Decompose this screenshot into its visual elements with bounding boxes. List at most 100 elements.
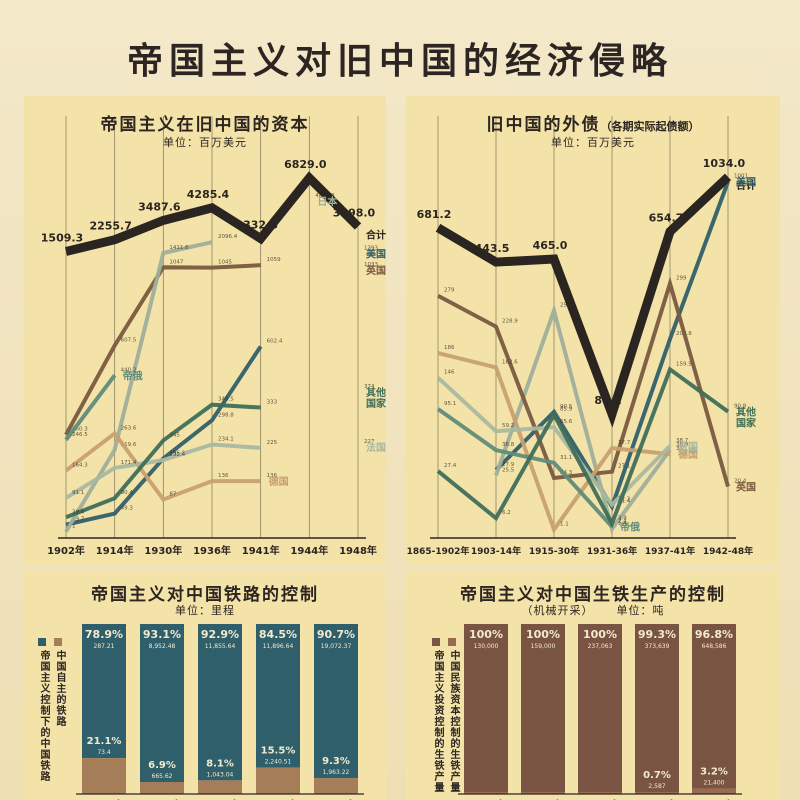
- railway-bar-minor-value: 2,240.51: [265, 759, 292, 766]
- railway-bar-minor: [314, 778, 358, 794]
- debt-x-tick-label: 1942-48年: [703, 545, 753, 557]
- railway-bar-major-pct: 92.9%: [201, 628, 239, 641]
- capital-legend-uk: 英国: [365, 264, 386, 277]
- debt-legend-others: 其他: [736, 406, 756, 419]
- pigiron-x-tick-label: 1920年: [634, 798, 679, 800]
- capital-series-japan-line: [64, 240, 213, 533]
- pigiron-x-tick-label: 1914年: [463, 798, 508, 800]
- pigiron-x-tick-label: 1918年: [520, 798, 565, 800]
- debt-total-value-label: 654.7: [649, 212, 684, 225]
- railway-bar-major-value: 19,072.37: [321, 643, 352, 650]
- debt-series-uk-line: [437, 276, 730, 488]
- railway-x-tick-label: 1894年: [81, 798, 126, 800]
- railway-chart-unit: 单位：里程: [175, 604, 235, 617]
- debt-series-others-value-label: 85.9: [560, 407, 573, 413]
- debt-series-russia-value-label: 95.1: [444, 401, 456, 407]
- debt-series-japan-value-label: 255: [560, 303, 571, 309]
- railway-bar-major-pct: 93.1%: [143, 628, 181, 641]
- capital-line-chart: 1902年 1914年 1930年 1936年 1941年 1944年 1948年 19.7 4…: [41, 116, 386, 557]
- capital-x-tick-label: 1936年: [193, 544, 231, 557]
- debt-legend-france: 法国: [678, 440, 698, 453]
- railway-bar-major-value: 11,855.64: [205, 643, 236, 650]
- railway-bar-minor: [140, 782, 184, 794]
- debt-series-others-value-label: 159.5: [676, 361, 692, 367]
- pigiron-bar-major-pct: 96.8%: [695, 628, 733, 641]
- railway-x-tick-label: 1927年: [197, 798, 242, 800]
- debt-series-germany-value-label: 186: [444, 345, 455, 351]
- pigiron-bar-major-pct: 100%: [583, 628, 617, 641]
- railway-chart-panel: 帝国主义对中国铁路的控制 单位：里程 帝国主义控制下的中国铁路 中国自主的铁路 …: [24, 572, 386, 800]
- capital-series-japan-value-label: 2096.4: [218, 234, 238, 240]
- debt-series-germany-value-label: 35: [676, 446, 683, 452]
- railway-bar-minor-value: 1,963.22: [323, 769, 350, 776]
- pigiron-legend-key-chinese: [448, 638, 456, 646]
- railway-bar-minor-pct: 6.9%: [148, 760, 176, 771]
- capital-series-russia-line: [64, 374, 117, 442]
- capital-series-germany-value-label: 164.3: [72, 463, 88, 469]
- capital-total-value-label: 6829.0: [284, 158, 327, 171]
- railway-bar-minor: [82, 758, 126, 794]
- capital-total-value-label: 1509.3: [41, 231, 83, 244]
- pigiron-bar-major-value: 130,000: [474, 643, 499, 650]
- debt-series-russia-value-label: 31.1: [560, 455, 572, 461]
- debt-series-france-value-label: 146: [444, 370, 455, 376]
- debt-series-uk-value-label: 299: [676, 275, 687, 281]
- debt-series-uk-value-label: 20.4: [734, 479, 747, 485]
- railway-x-tick-label: 1931年: [255, 798, 300, 800]
- railway-bar-major: [198, 624, 242, 781]
- capital-chart-panel: 帝国主义在旧中国的资本 单位：百万美元 1902年 1914年 1930年 1936年…: [24, 96, 386, 566]
- pigiron-bar-major-value: 373,639: [645, 643, 670, 650]
- railway-bar-major: [314, 624, 358, 779]
- debt-legend-germany: 德国: [677, 448, 698, 461]
- railway-bar-major: [82, 624, 126, 759]
- capital-series-uk-value-label: 1059: [267, 257, 281, 263]
- railway-bar-minor-pct: 15.5%: [261, 746, 296, 757]
- capital-series-usa-value-label: 1393: [364, 245, 378, 251]
- railway-legend-key-foreign: [38, 638, 46, 646]
- debt-series-total-line: [435, 173, 732, 428]
- debt-series-uk-value-label: 279: [444, 288, 455, 294]
- debt-chart-panel: 旧中国的外债（各期实际起债额） 单位：百万美元 1865-1902年 1903-1…: [406, 96, 780, 566]
- pigiron-bar-minor-value: 21,400: [704, 780, 725, 787]
- debt-series-germany-value-label: 162.6: [502, 359, 518, 365]
- debt-chart-title-main: 旧中国的外债: [486, 115, 601, 135]
- pigiron-x-tick-label: 1919年: [577, 798, 622, 800]
- capital-series-usa-value-label: 19.7: [72, 517, 85, 523]
- railway-legend-foreign: 帝国主义控制下的中国铁路: [38, 650, 49, 782]
- capital-series-uk-value-label: 260.3: [72, 427, 88, 433]
- capital-x-tick-label: 1944年: [290, 544, 328, 557]
- capital-series-usa-value-label: 49.3: [121, 506, 134, 512]
- debt-series-japan-value-label: 36.9: [676, 442, 689, 448]
- pigiron-bar-minor-pct: 3.2%: [700, 767, 728, 778]
- pigiron-bar-major-pct: 99.3%: [638, 628, 676, 641]
- debt-series-russia-line: [436, 407, 614, 529]
- debt-series-russia-value-label: 36.8: [502, 442, 515, 448]
- pigiron-bar-minor: [578, 792, 622, 794]
- capital-chart-title: 帝国主义在旧中国的资本: [100, 115, 310, 135]
- debt-x-tick-label: 1865-1902年: [407, 545, 470, 557]
- railway-bar-minor-value: 73.4: [97, 749, 111, 756]
- pigiron-bar-minor: [464, 792, 508, 794]
- capital-series-uk-value-label: 1045: [218, 260, 232, 266]
- capital-series-france-value-label: 91.1: [72, 490, 84, 496]
- capital-series-japan-value-label: 1411.6: [169, 245, 189, 251]
- pigiron-legend-chinese: 中国民族资本控制的生铁产量: [448, 650, 459, 793]
- railway-bar-major-pct: 84.5%: [259, 628, 297, 641]
- capital-total-value-label: 2332.8: [235, 219, 277, 232]
- debt-total-value-label: 1034.0: [703, 157, 746, 170]
- debt-series-uk-value-label: 27.1: [618, 464, 630, 470]
- pigiron-bar-major-value: 648,586: [702, 643, 727, 650]
- debt-series-others-value-label: 90.9: [734, 404, 747, 410]
- debt-total-value-label: 465.0: [533, 239, 568, 252]
- capital-series-uk-value-label: 1033: [364, 262, 378, 268]
- pigiron-chart-panel: 帝国主义对中国生铁生产的控制 （机械开采） 单位：吨 帝国主义投资控制的生铁产量…: [406, 572, 780, 800]
- railway-legend-key-chinese: [54, 638, 62, 646]
- capital-legend-usa: 美国: [366, 247, 386, 260]
- pigiron-x-tick-label: 1936年: [691, 798, 736, 800]
- debt-series-japan-value-label: 1.4: [618, 521, 627, 527]
- pigiron-bar-major: [692, 624, 736, 789]
- capital-series-france-value-label: 225: [267, 440, 278, 446]
- pigiron-legend-key-foreign: [432, 638, 440, 646]
- debt-line-chart: 1865-1902年 1903-14年 1915-30年 1931-36年 1937-4…: [407, 116, 757, 557]
- capital-x-tick-label: 1941年: [242, 544, 280, 557]
